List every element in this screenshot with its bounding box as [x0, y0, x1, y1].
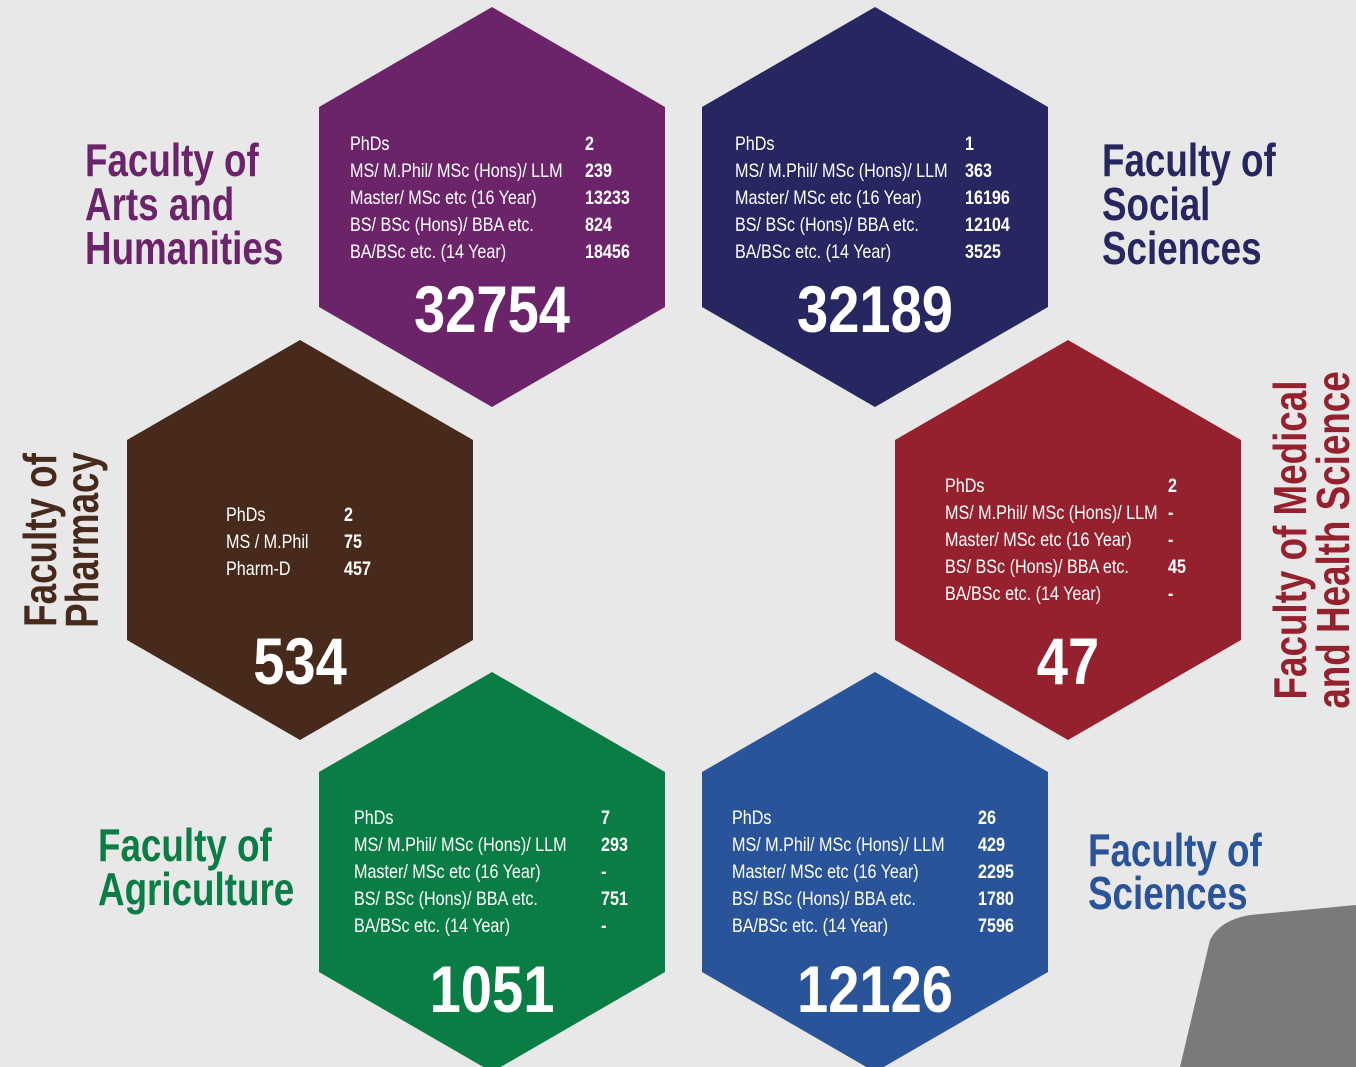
row-label: PhDs — [350, 133, 390, 155]
row-label: BS/ BSc (Hons)/ BBA etc. — [354, 888, 538, 910]
row-value: - — [601, 861, 606, 883]
row-label: BS/ BSc (Hons)/ BBA etc. — [732, 888, 916, 910]
row-value: - — [1168, 529, 1173, 551]
faculty-name: Pharmacy — [56, 452, 108, 628]
faculty-name: Faculty of — [1102, 134, 1276, 186]
row-value: 26 — [978, 807, 996, 829]
row-value: 1 — [965, 133, 974, 155]
row-label: BA/BSc etc. (14 Year) — [735, 241, 891, 263]
row-label: MS/ M.Phil/ MSc (Hons)/ LLM — [350, 160, 563, 182]
total: 1051 — [430, 953, 555, 1026]
row-label: BA/BSc etc. (14 Year) — [354, 915, 510, 937]
row-value: 13233 — [585, 187, 630, 209]
row-value: 16196 — [965, 187, 1010, 209]
row-label: Pharm-D — [226, 558, 291, 580]
row-value: - — [601, 915, 606, 937]
row-label: Master/ MSc etc (16 Year) — [350, 187, 537, 209]
row-label: PhDs — [735, 133, 775, 155]
row-value: 12104 — [965, 214, 1010, 236]
faculty-name: Agriculture — [98, 863, 294, 915]
row-label: BS/ BSc (Hons)/ BBA etc. — [945, 556, 1129, 578]
row-value: 7596 — [978, 915, 1014, 937]
row-value: 1780 — [978, 888, 1014, 910]
faculty-name: Sciences — [1088, 867, 1248, 919]
row-label: Master/ MSc etc (16 Year) — [735, 187, 922, 209]
faculty-name: Faculty of — [85, 134, 259, 186]
faculty-name: and Health Science — [1307, 371, 1356, 708]
row-value: 45 — [1168, 556, 1186, 578]
row-value: 824 — [585, 214, 612, 236]
row-value: 2 — [1168, 475, 1177, 497]
row-value: 429 — [978, 834, 1005, 856]
faculty-name: Faculty of Medical — [1264, 381, 1316, 700]
faculty-name: Faculty of — [14, 453, 66, 627]
hexagon — [319, 672, 665, 1067]
row-label: BA/BSc etc. (14 Year) — [350, 241, 506, 263]
faculty-name: Faculty of — [98, 819, 272, 871]
faculty-name: Faculty of — [1088, 824, 1262, 876]
row-label: PhDs — [354, 807, 394, 829]
row-label: PhDs — [732, 807, 772, 829]
row-value: 293 — [601, 834, 628, 856]
row-value: 75 — [344, 531, 362, 553]
faculty-name: Humanities — [85, 222, 283, 274]
row-value: 18456 — [585, 241, 630, 263]
row-label: BS/ BSc (Hons)/ BBA etc. — [735, 214, 919, 236]
hexagon — [895, 340, 1241, 740]
total: 12126 — [797, 953, 953, 1026]
row-label: Master/ MSc etc (16 Year) — [945, 529, 1132, 551]
row-value: 7 — [601, 807, 610, 829]
row-value: - — [1168, 502, 1173, 524]
row-value: - — [1168, 583, 1173, 605]
row-label: MS/ M.Phil/ MSc (Hons)/ LLM — [945, 502, 1158, 524]
row-label: MS / M.Phil — [226, 531, 309, 553]
hexagon — [702, 7, 1048, 407]
faculty-name: Sciences — [1102, 222, 1262, 274]
row-value: 2 — [585, 133, 594, 155]
hexagon — [319, 7, 665, 407]
row-value: 457 — [344, 558, 371, 580]
row-label: MS/ M.Phil/ MSc (Hons)/ LLM — [732, 834, 945, 856]
decor-shape — [1180, 905, 1356, 1067]
row-label: BA/BSc etc. (14 Year) — [732, 915, 888, 937]
row-label: MS/ M.Phil/ MSc (Hons)/ LLM — [354, 834, 567, 856]
row-label: Master/ MSc etc (16 Year) — [354, 861, 541, 883]
total: 32754 — [414, 273, 570, 346]
row-label: Master/ MSc etc (16 Year) — [732, 861, 919, 883]
total: 534 — [253, 625, 347, 698]
row-value: 2295 — [978, 861, 1014, 883]
faculty-name: Arts and — [85, 178, 234, 230]
row-label: PhDs — [226, 504, 266, 526]
row-value: 751 — [601, 888, 628, 910]
row-value: 239 — [585, 160, 612, 182]
row-label: MS/ M.Phil/ MSc (Hons)/ LLM — [735, 160, 948, 182]
row-value: 3525 — [965, 241, 1001, 263]
row-label: BA/BSc etc. (14 Year) — [945, 583, 1101, 605]
total: 47 — [1037, 625, 1099, 698]
total: 32189 — [797, 273, 953, 346]
row-value: 363 — [965, 160, 992, 182]
row-value: 2 — [344, 504, 353, 526]
hexagon — [702, 672, 1048, 1067]
hexagon — [127, 340, 473, 740]
row-label: PhDs — [945, 475, 985, 497]
faculty-name: Social — [1102, 178, 1210, 230]
row-label: BS/ BSc (Hons)/ BBA etc. — [350, 214, 534, 236]
